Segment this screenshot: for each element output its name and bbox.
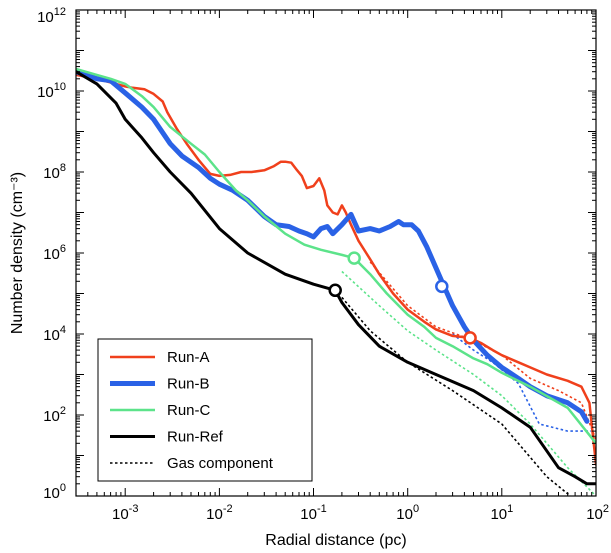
y-tick-label-exponent: 2 [60, 405, 66, 417]
chart-legend: Run-A Run-B Run-C Run-Ref Gas component [97, 338, 313, 482]
x-tick-label-exponent: 2 [603, 503, 609, 515]
x-tick-label-exponent: -2 [223, 503, 233, 515]
x-tick-label: 10-3 [112, 503, 138, 523]
legend-label-gas-component: Gas component [167, 455, 274, 472]
marker-run-c [347, 251, 361, 265]
marker-run-ref [328, 283, 342, 298]
y-tick-label-base: 10 [37, 9, 54, 26]
marker-run-b [435, 279, 449, 294]
x-tick-label: 102 [586, 503, 609, 523]
x-tick-label-base: 10 [206, 506, 223, 523]
y-tick-label: 1010 [37, 81, 66, 101]
x-tick-label-exponent: 1 [507, 503, 513, 515]
legend-label-run-b: Run-B [167, 376, 210, 393]
y-axis-title: Number density (cm⁻³) [9, 172, 26, 334]
series-line-run-c [76, 67, 596, 445]
x-tick-label: 100 [396, 503, 419, 523]
y-tick-label-exponent: 8 [60, 162, 66, 174]
y-tick-label: 108 [43, 162, 66, 182]
y-tick-label-exponent: 0 [60, 482, 66, 494]
y-tick-label-exponent: 10 [54, 81, 66, 93]
series-line-run-a [76, 73, 596, 466]
legend-label-run-a: Run-A [167, 349, 210, 366]
x-tick-label-base: 10 [586, 506, 603, 523]
x-tick-label-base: 10 [490, 506, 507, 523]
y-tick-label-base: 10 [43, 327, 60, 344]
x-tick-label: 10-2 [206, 503, 232, 523]
legend-label-run-ref: Run-Ref [167, 429, 224, 446]
x-tick-label-exponent: -1 [317, 503, 327, 515]
tick-labels: 10-3 10-2 10-1 100 101 1021001021041061081010… [37, 6, 609, 523]
x-tick-label-base: 10 [300, 506, 317, 523]
y-tick-label-base: 10 [43, 165, 60, 182]
gas-curve-run-b [452, 333, 596, 432]
x-tick-label-exponent: 0 [413, 503, 419, 515]
x-tick-label-base: 10 [112, 506, 129, 523]
y-tick-label-exponent: 4 [60, 324, 66, 336]
x-tick-label: 10-1 [300, 503, 326, 523]
series-line-run-b [76, 69, 590, 424]
y-tick-label: 102 [43, 405, 66, 425]
x-tick-label-exponent: -3 [129, 503, 139, 515]
y-tick-label-base: 10 [43, 485, 60, 502]
marker-run-a [463, 331, 477, 345]
legend-label-run-c: Run-C [167, 402, 211, 419]
y-tick-label-base: 10 [37, 84, 54, 101]
y-tick-label-base: 10 [43, 408, 60, 425]
y-tick-label: 104 [43, 324, 66, 344]
y-tick-label-exponent: 12 [54, 6, 66, 18]
y-tick-label: 100 [43, 482, 66, 502]
y-tick-label-exponent: 6 [60, 243, 66, 255]
y-tick-label-base: 10 [43, 246, 60, 263]
y-tick-label: 1012 [37, 6, 66, 26]
y-tick-label: 106 [43, 243, 66, 263]
curves-layer [76, 67, 596, 496]
x-tick-label-base: 10 [396, 506, 413, 523]
axis-ticks [75, 9, 597, 497]
x-tick-label: 101 [490, 503, 513, 523]
x-axis-title: Radial distance (pc) [265, 532, 406, 549]
gas-curve-run-c [341, 270, 596, 496]
gas-curve-run-ref [341, 296, 572, 496]
